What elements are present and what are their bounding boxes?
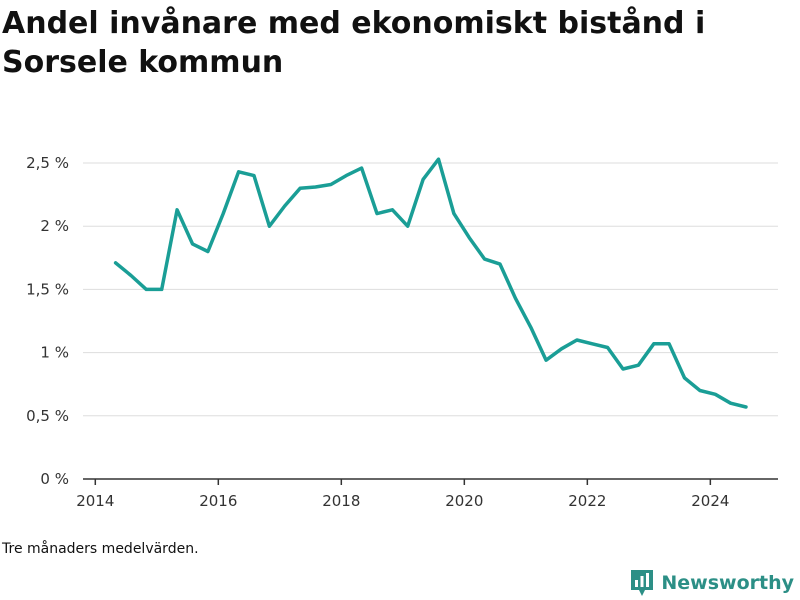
brand-logo[interactable]: Newsworthy xyxy=(629,568,794,598)
gridlines xyxy=(83,162,778,417)
y-tick-label: 0 % xyxy=(40,470,69,488)
chart-title: Andel invånare med ekonomiskt bistånd i … xyxy=(2,6,706,80)
x-tick-label: 2014 xyxy=(76,492,114,510)
y-axis-tick-labels: 0 % 0,5 % 1 % 1,5 % 2 % 2,5 % xyxy=(26,154,69,488)
y-tick-label: 0,5 % xyxy=(26,407,69,425)
y-tick-label: 2 % xyxy=(40,217,69,235)
newsworthy-logo-icon xyxy=(629,568,655,598)
x-tick-label: 2016 xyxy=(199,492,237,510)
series-line xyxy=(113,157,748,409)
y-tick-label: 2,5 % xyxy=(26,154,69,172)
x-tick-label: 2022 xyxy=(568,492,606,510)
footnote: Tre månaders medelvärden. xyxy=(2,541,199,557)
x-tick-label: 2024 xyxy=(691,492,729,510)
x-tick-label: 2018 xyxy=(322,492,360,510)
x-axis: 2014 2016 2018 2020 2022 2024 xyxy=(76,479,729,510)
brand-name: Newsworthy xyxy=(661,572,794,594)
x-tick-label: 2020 xyxy=(445,492,483,510)
y-tick-label: 1 % xyxy=(40,344,69,362)
y-tick-label: 1,5 % xyxy=(26,280,69,298)
